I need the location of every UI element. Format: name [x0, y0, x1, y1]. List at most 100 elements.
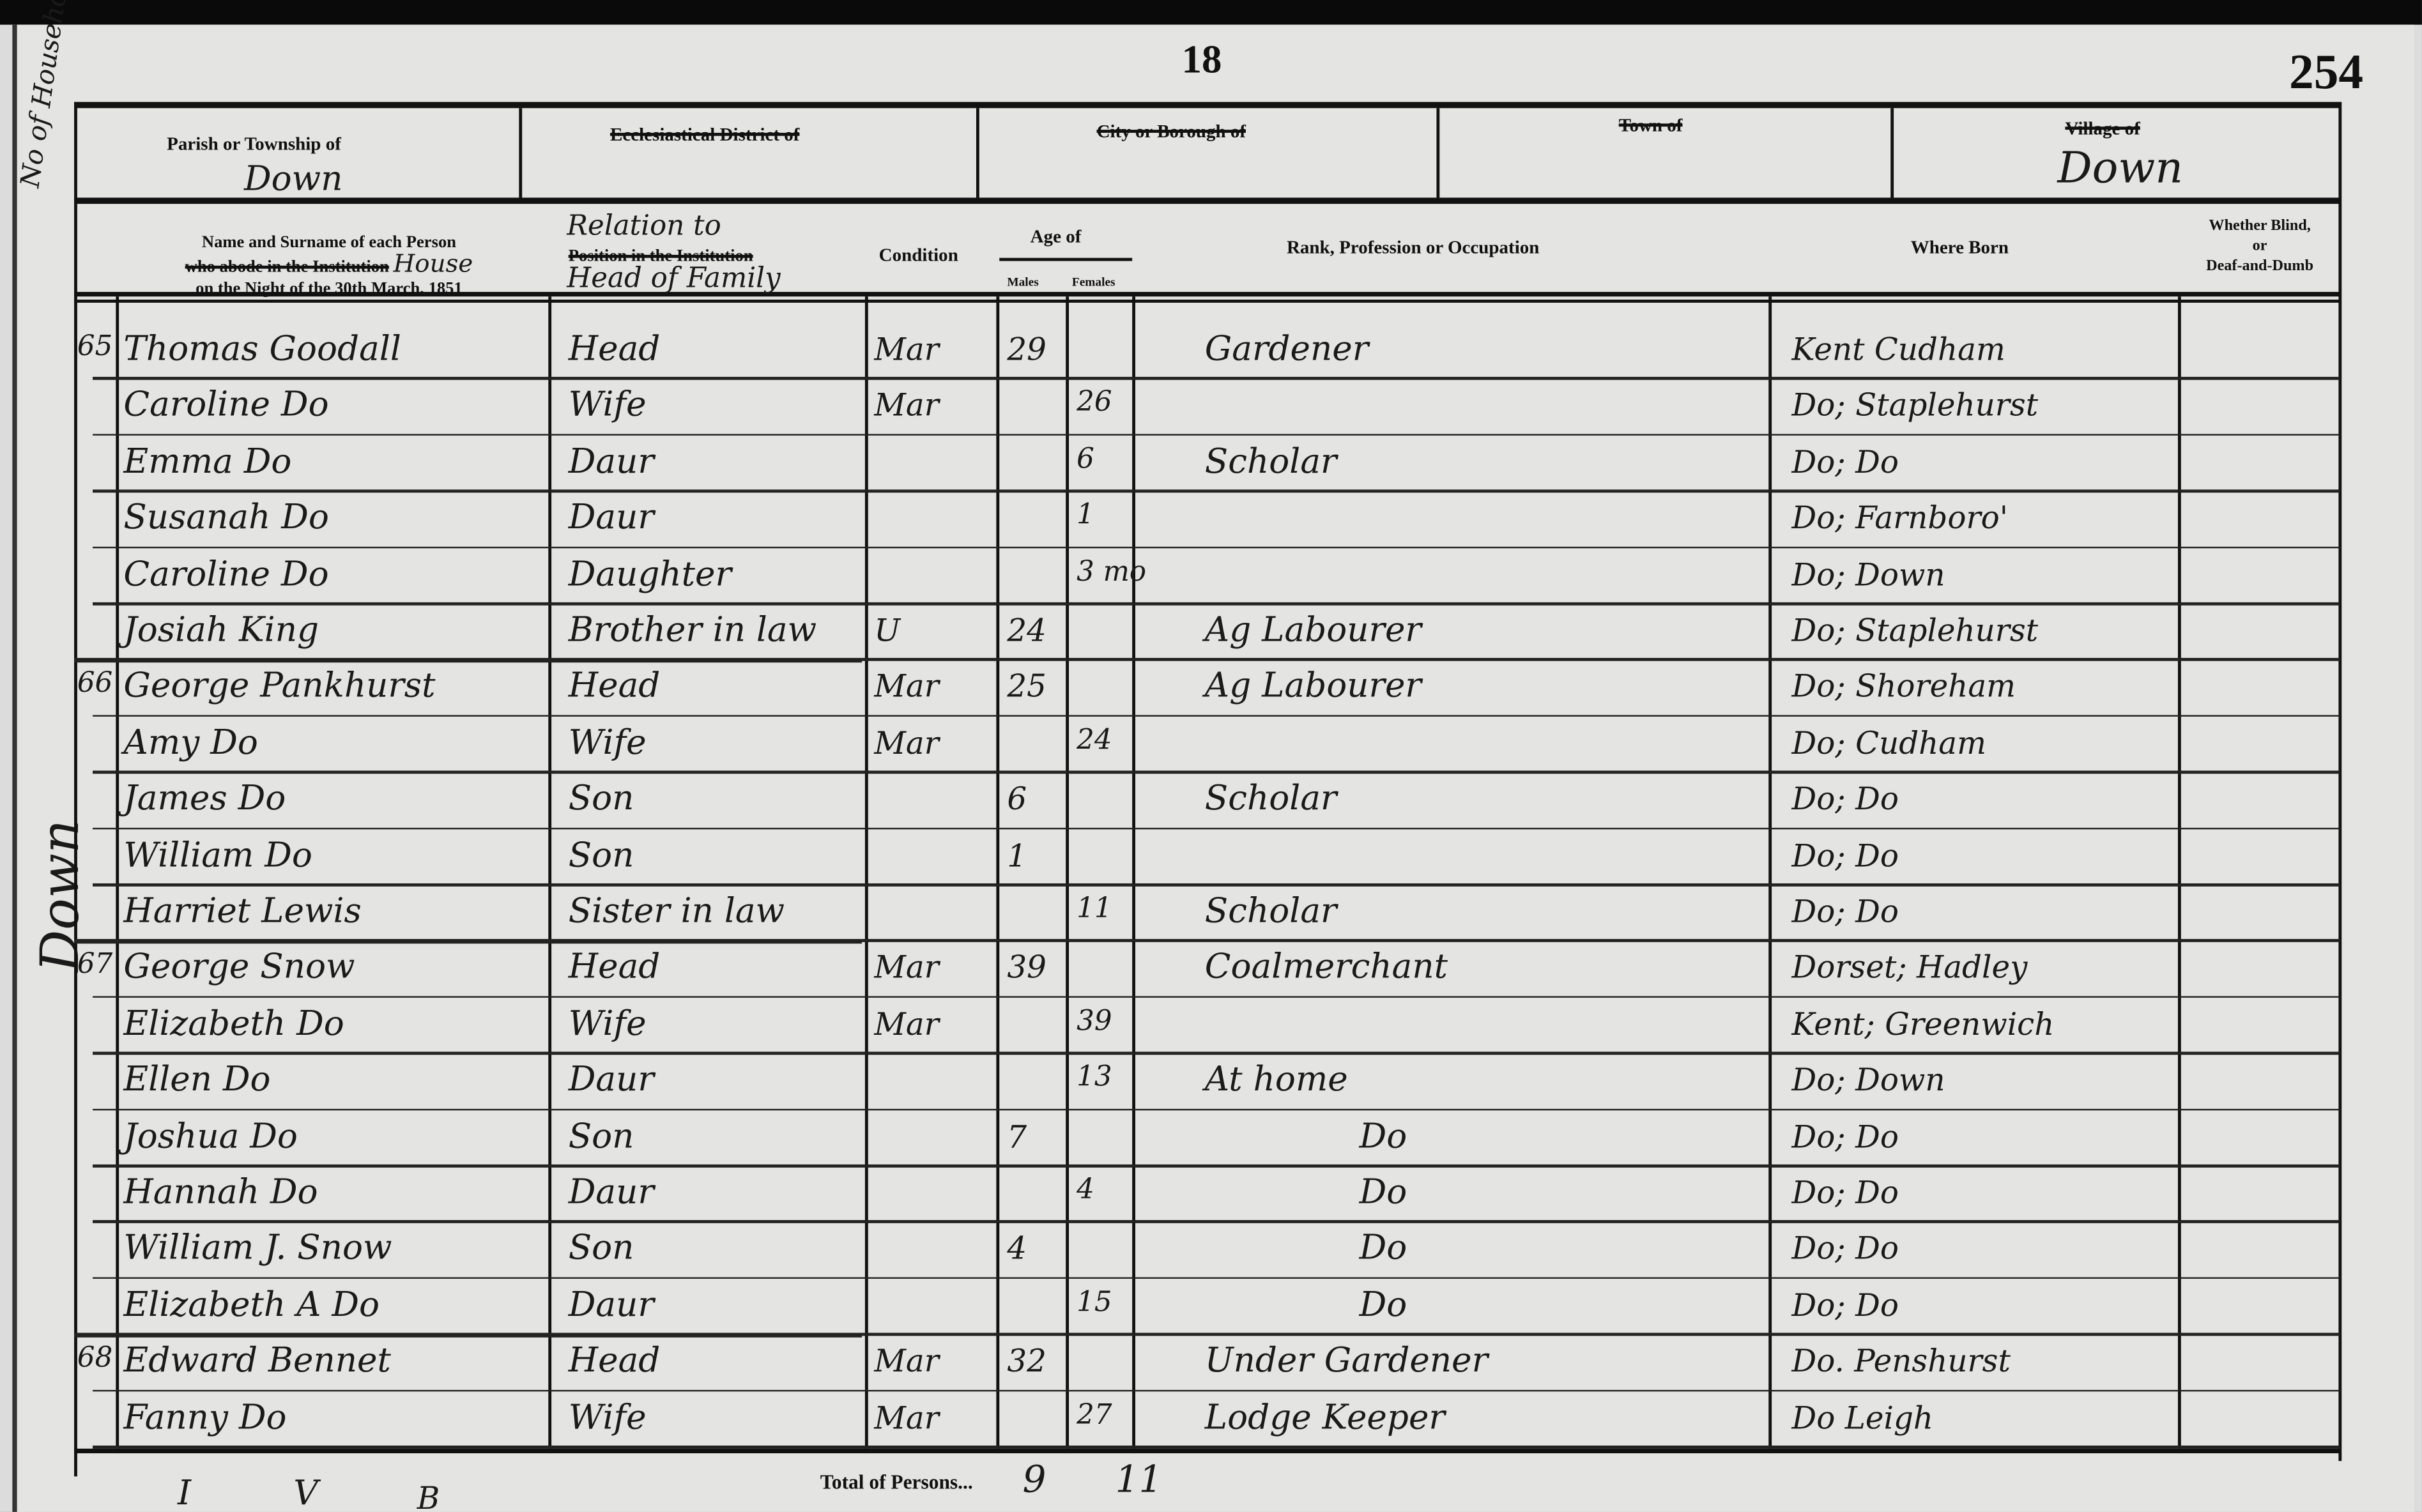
where-born: Do; Down	[1791, 555, 1945, 593]
schedule-number: 67	[77, 949, 113, 982]
male-age: 25	[1007, 668, 1046, 705]
row-rule	[93, 883, 2340, 886]
name-header-line: on the Night of the 30th March, 1851	[195, 279, 463, 298]
where-born: Do; Down	[1791, 1061, 1945, 1099]
where-born: Do; Do	[1791, 1230, 1899, 1267]
where-born: Kent; Greenwich	[1791, 1005, 2055, 1042]
relation: Daur	[568, 499, 654, 538]
where-born: Do; Staplehurst	[1791, 386, 2039, 424]
row-rule	[93, 1276, 2340, 1279]
occupation: Do	[1359, 1117, 1407, 1156]
female-age: 11	[1077, 892, 1112, 926]
condition-header: Condition	[878, 243, 958, 266]
footer-mark: V	[293, 1474, 318, 1512]
name-header-line: who abode in the Institution	[185, 257, 389, 277]
relation: Sister in law	[568, 892, 785, 931]
header-mid-rule	[74, 197, 2340, 204]
condition: Mar	[874, 1005, 939, 1042]
male-age: 32	[1007, 1342, 1046, 1380]
where-born: Do; Shoreham	[1791, 668, 2016, 705]
row-rule	[93, 602, 2340, 605]
female-age: 24	[1077, 724, 1112, 757]
person-name: Emma Do	[123, 443, 292, 482]
column-divider	[864, 296, 868, 1449]
relation-header-hand2: Head of Family	[567, 263, 781, 295]
row-rule	[74, 658, 862, 664]
row-rule	[93, 1051, 2340, 1055]
relation: Daughter	[568, 555, 732, 594]
relation: Son	[568, 1117, 634, 1156]
village-label: Village of	[2065, 117, 2140, 139]
relation: Wife	[568, 386, 647, 425]
row-rule	[93, 1389, 2340, 1392]
condition: Mar	[874, 1342, 939, 1380]
scan-border	[0, 0, 2422, 25]
column-divider	[1132, 296, 1135, 1449]
column-divider	[2177, 296, 2181, 1449]
page-number: 254	[2289, 43, 2364, 99]
person-name: James Do	[123, 780, 286, 819]
person-name: William Do	[123, 836, 312, 875]
occupation: Scholar	[1204, 892, 1337, 931]
occupation: Do	[1359, 1173, 1407, 1212]
right-border	[2338, 102, 2342, 1462]
where-born: Do; Do	[1791, 836, 1899, 874]
where-born: Do; Do	[1791, 780, 1899, 818]
ecclesiastical-label: Ecclesiastical District of	[609, 123, 800, 146]
occupation: Ag Labourer	[1204, 611, 1422, 650]
males-header: Males	[1007, 275, 1039, 289]
female-age: 39	[1077, 1005, 1112, 1038]
row-rule	[93, 546, 2340, 549]
female-age: 27	[1077, 1398, 1112, 1432]
relation-header-hand: Relation to	[567, 210, 721, 243]
where-born: Do; Do	[1791, 443, 1899, 480]
parish-label: Parish or Township of	[167, 132, 341, 155]
blind-header-line: or	[2252, 238, 2267, 255]
blind-header-line: Whether Blind,	[2209, 217, 2311, 235]
occupation: Ag Labourer	[1204, 668, 1422, 706]
person-name: Hannah Do	[123, 1173, 318, 1212]
relation: Son	[568, 836, 634, 875]
condition: Mar	[874, 724, 939, 761]
relation: Head	[568, 668, 661, 706]
row-rule	[93, 1220, 2340, 1223]
relation: Head	[568, 330, 661, 369]
females-header: Females	[1071, 275, 1115, 289]
condition: Mar	[874, 668, 939, 705]
blind-header-line: Deaf-and-Dumb	[2206, 257, 2314, 275]
relation: Daur	[568, 443, 654, 482]
male-age: 29	[1007, 330, 1046, 368]
parish-value: Down	[243, 160, 343, 199]
occupation: Scholar	[1204, 443, 1337, 482]
total-females: 11	[1115, 1458, 1163, 1502]
schedule-number: 66	[77, 668, 113, 701]
person-name: George Snow	[123, 949, 355, 988]
person-name: Amy Do	[123, 724, 258, 763]
person-name: Elizabeth A Do	[123, 1286, 380, 1325]
column-divider	[116, 296, 118, 1449]
where-born-header: Where Born	[1910, 236, 2009, 258]
town-label: Town of	[1618, 114, 1683, 136]
table-bottom-rule	[74, 1448, 2340, 1454]
relation: Brother in law	[568, 611, 817, 650]
person-name: Edward Bennet	[123, 1342, 391, 1381]
column-divider	[1066, 296, 1068, 1449]
relation-header-print: Position in the Institution	[568, 247, 753, 266]
age-header: Age of	[1030, 225, 1082, 247]
where-born: Do; Staplehurst	[1791, 611, 2039, 649]
row-rule	[93, 995, 2340, 998]
where-born: Dorset; Hadley	[1791, 949, 2028, 986]
relation: Head	[568, 949, 661, 988]
where-born: Do. Penshurst	[1791, 1342, 2011, 1380]
person-name: William J. Snow	[123, 1230, 392, 1269]
row-rule	[93, 1164, 2340, 1167]
occupation: Gardener	[1204, 330, 1369, 369]
row-rule	[93, 1445, 2340, 1448]
male-age: 7	[1007, 1117, 1027, 1155]
person-name: Thomas Goodall	[123, 330, 401, 369]
person-name: Susanah Do	[123, 499, 329, 538]
footer-mark: B	[417, 1479, 440, 1512]
relation: Daur	[568, 1173, 654, 1212]
row-rule	[93, 1108, 2340, 1111]
